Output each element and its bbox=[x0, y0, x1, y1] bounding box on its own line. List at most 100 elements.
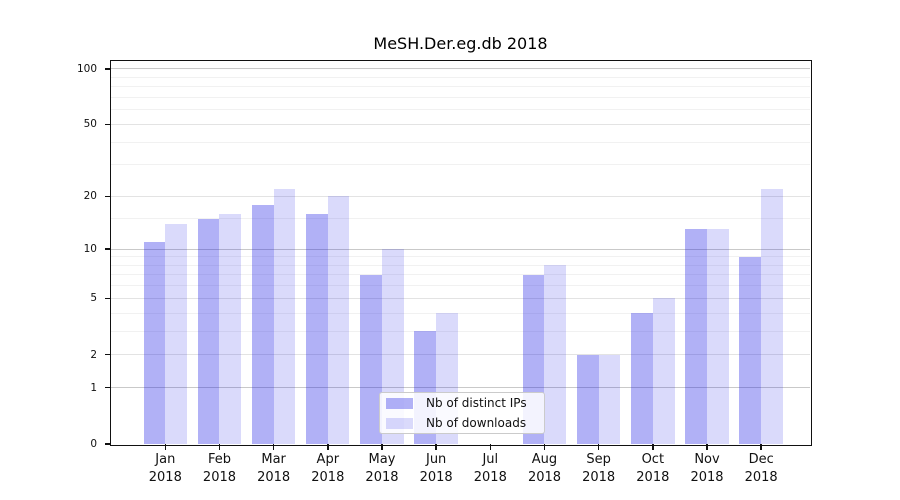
x-tick-line: Jul bbox=[482, 452, 499, 467]
chart-title: MeSH.Der.eg.db 2018 bbox=[373, 34, 548, 53]
x-tick-line: 2018 bbox=[311, 469, 345, 485]
x-tick-mark-mar bbox=[272, 444, 275, 450]
x-tick-label-nov: Nov 2018 bbox=[675, 451, 739, 486]
gridline-9 bbox=[111, 256, 810, 258]
x-tick-line: 2018 bbox=[636, 469, 670, 485]
legend-item-downloads: Nb of downloads bbox=[386, 415, 544, 432]
bar-may-distinct-ips bbox=[360, 274, 382, 444]
x-tick-label-apr: Apr 2018 bbox=[296, 451, 360, 486]
x-tick-label-jun: Jun 2018 bbox=[404, 451, 468, 486]
gridline-10 bbox=[111, 248, 810, 250]
x-tick-line: 2018 bbox=[582, 469, 616, 485]
bar-mar-distinct-ips bbox=[251, 204, 274, 444]
x-tick-line: 2018 bbox=[744, 469, 778, 485]
x-tick-mark-aug bbox=[543, 444, 546, 450]
x-tick-line: Mar bbox=[261, 452, 286, 467]
x-tick-line: Nov bbox=[694, 452, 720, 467]
x-tick-line: 2018 bbox=[690, 469, 724, 485]
bar-mar-downloads bbox=[273, 189, 296, 444]
x-tick-label-jul: Jul 2018 bbox=[458, 451, 522, 486]
y-tick-label-2: 2 bbox=[90, 348, 97, 361]
bar-nov-distinct-ips bbox=[685, 229, 707, 444]
x-tick-line: 2018 bbox=[148, 469, 182, 485]
x-tick-label-dec: Dec 2018 bbox=[729, 451, 793, 486]
bar-oct-downloads bbox=[652, 298, 675, 444]
gridline-30 bbox=[111, 164, 810, 166]
x-tick-mark-oct bbox=[652, 444, 654, 450]
x-tick-label-mar: Mar 2018 bbox=[242, 451, 306, 486]
x-tick-mark-jul bbox=[489, 444, 492, 450]
bar-apr-downloads bbox=[327, 196, 350, 444]
x-tick-line: Jan bbox=[155, 452, 176, 467]
gridline-40 bbox=[111, 141, 810, 143]
gridline-3 bbox=[111, 330, 810, 332]
bar-dec-distinct-ips bbox=[739, 256, 762, 444]
x-tick-line: May bbox=[368, 452, 396, 467]
x-tick-label-feb: Feb 2018 bbox=[187, 451, 251, 486]
gridline-1 bbox=[111, 387, 810, 389]
y-tick-label-50: 50 bbox=[83, 118, 97, 131]
gridline-6 bbox=[111, 285, 810, 287]
legend-swatch-downloads bbox=[386, 417, 413, 429]
x-tick-line: Feb bbox=[207, 452, 231, 467]
y-tick-mark-20 bbox=[105, 195, 110, 198]
y-tick-mark-5 bbox=[105, 297, 110, 300]
gridline-50 bbox=[111, 123, 810, 125]
x-tick-label-sep: Sep 2018 bbox=[567, 451, 631, 486]
x-tick-label-oct: Oct 2018 bbox=[621, 451, 685, 486]
x-tick-line: Sep bbox=[586, 452, 611, 467]
gridline-60 bbox=[111, 109, 810, 111]
legend-label-distinct-ips: Nb of distinct IPs bbox=[426, 396, 527, 410]
y-tick-mark-0 bbox=[105, 443, 110, 445]
bar-oct-distinct-ips bbox=[631, 313, 653, 444]
y-tick-mark-2 bbox=[105, 353, 110, 356]
bar-dec-downloads bbox=[761, 189, 783, 444]
y-tick-label-5: 5 bbox=[90, 292, 97, 305]
x-tick-mark-apr bbox=[327, 444, 329, 450]
y-tick-label-20: 20 bbox=[83, 190, 97, 203]
x-tick-line: 2018 bbox=[473, 469, 507, 485]
bar-apr-distinct-ips bbox=[306, 213, 328, 444]
bar-feb-downloads bbox=[219, 213, 242, 444]
x-tick-line: Apr bbox=[316, 452, 340, 467]
gridline-2 bbox=[111, 354, 810, 356]
x-tick-line: Jun bbox=[425, 452, 447, 467]
x-tick-line: Oct bbox=[641, 452, 665, 467]
legend-swatch-distinct-ips bbox=[386, 397, 413, 409]
x-tick-label-aug: Aug 2018 bbox=[512, 451, 576, 486]
y-tick-label-0: 0 bbox=[90, 438, 97, 450]
gridline-80 bbox=[111, 86, 810, 88]
legend: Nb of distinct IPs Nb of downloads bbox=[379, 392, 545, 434]
y-tick-label-1: 1 bbox=[90, 381, 97, 394]
gridline-7 bbox=[111, 274, 810, 276]
gridline-15 bbox=[111, 218, 810, 220]
y-tick-mark-10 bbox=[105, 248, 110, 250]
x-tick-mark-dec bbox=[760, 444, 762, 450]
gridline-20 bbox=[111, 195, 810, 197]
x-tick-line: 2018 bbox=[365, 469, 399, 485]
x-tick-line: 2018 bbox=[257, 469, 291, 485]
bar-aug-downloads bbox=[544, 265, 567, 444]
plot-area: Nb of distinct IPs Nb of downloads bbox=[111, 61, 810, 444]
y-tick-label-10: 10 bbox=[83, 243, 97, 256]
gridline-5 bbox=[111, 297, 810, 299]
x-tick-line: 2018 bbox=[527, 469, 562, 485]
gridline-8 bbox=[111, 264, 810, 266]
x-tick-line: Dec bbox=[748, 452, 774, 467]
x-tick-mark-may bbox=[381, 444, 383, 450]
gridline-4 bbox=[111, 312, 810, 314]
x-tick-label-jan: Jan 2018 bbox=[133, 451, 197, 486]
y-tick-mark-50 bbox=[105, 123, 110, 126]
x-tick-label-may: May 2018 bbox=[350, 451, 414, 486]
bar-sep-downloads bbox=[598, 354, 621, 444]
x-tick-mark-sep bbox=[597, 444, 600, 450]
gridline-90 bbox=[111, 76, 810, 78]
x-tick-line: 2018 bbox=[419, 469, 453, 485]
x-tick-line: Aug bbox=[531, 452, 558, 467]
x-tick-line: 2018 bbox=[202, 469, 237, 485]
bar-sep-distinct-ips bbox=[576, 354, 599, 444]
y-tick-mark-1 bbox=[105, 386, 110, 389]
legend-label-downloads: Nb of downloads bbox=[426, 416, 527, 430]
x-tick-mark-nov bbox=[706, 444, 708, 450]
